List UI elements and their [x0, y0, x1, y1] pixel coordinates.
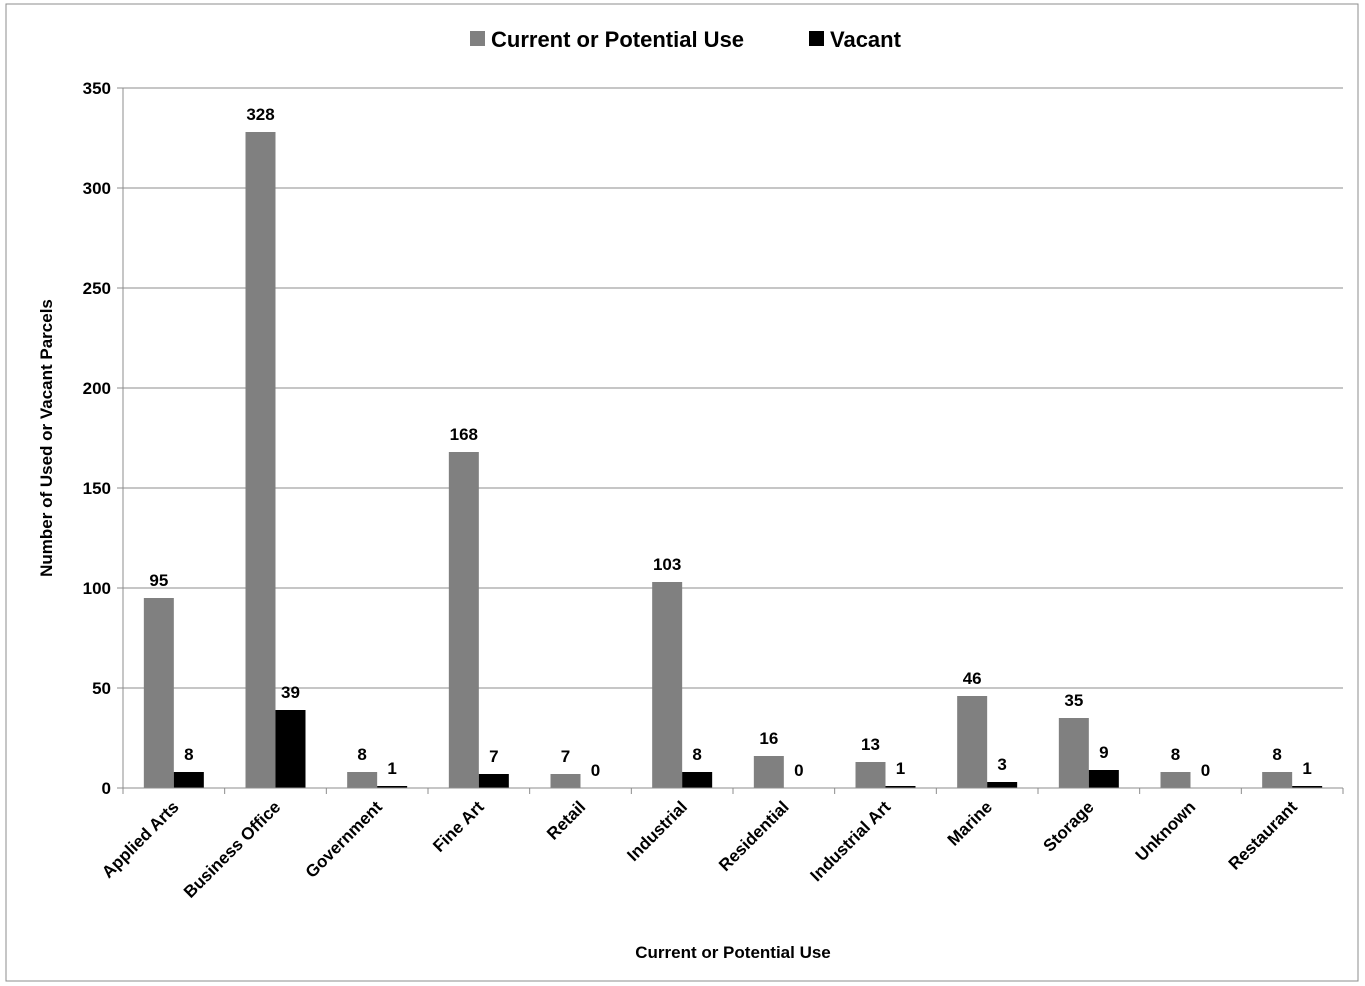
- legend-label-current-or-potential-use: Current or Potential Use: [491, 27, 744, 52]
- data-label-current-or-potential-use-storage: 35: [1064, 691, 1083, 710]
- bar-current-or-potential-use-industrial: [652, 582, 683, 788]
- data-label-current-or-potential-use-unknown: 8: [1171, 745, 1180, 764]
- data-label-current-or-potential-use-restaurant: 8: [1272, 745, 1281, 764]
- y-tick-label-300: 300: [83, 179, 111, 198]
- x-axis-title: Current or Potential Use: [635, 943, 831, 962]
- y-tick-label-50: 50: [92, 679, 111, 698]
- bar-current-or-potential-use-restaurant: [1262, 772, 1293, 788]
- bar-vacant-applied-arts: [173, 772, 204, 788]
- data-label-current-or-potential-use-industrial: 103: [653, 555, 681, 574]
- bar-vacant-government: [377, 786, 408, 788]
- data-label-current-or-potential-use-government: 8: [357, 745, 366, 764]
- bar-current-or-potential-use-marine: [957, 696, 988, 788]
- bar-current-or-potential-use-applied-arts: [143, 598, 174, 788]
- chart-frame: [5, 3, 1359, 982]
- bar-current-or-potential-use-industrial-art: [855, 762, 886, 788]
- bar-current-or-potential-use-storage: [1058, 718, 1089, 788]
- gridlines: [123, 87, 1343, 689]
- bar-current-or-potential-use-business-office: [245, 132, 276, 788]
- data-label-current-or-potential-use-business-office: 328: [246, 105, 274, 124]
- bar-vacant-storage: [1088, 770, 1119, 788]
- bar-current-or-potential-use-fine-art: [448, 452, 479, 788]
- data-label-current-or-potential-use-residential: 16: [759, 729, 778, 748]
- bar-current-or-potential-use-unknown: [1160, 772, 1191, 788]
- data-label-current-or-potential-use-marine: 46: [963, 669, 982, 688]
- data-label-vacant-marine: 3: [997, 755, 1006, 774]
- bar-vacant-fine-art: [478, 774, 509, 788]
- bar-current-or-potential-use-retail: [550, 774, 581, 788]
- data-label-current-or-potential-use-applied-arts: 95: [149, 571, 168, 590]
- data-label-vacant-fine-art: 7: [489, 747, 498, 766]
- legend-swatch-vacant: [809, 31, 824, 46]
- bar-vacant-industrial: [682, 772, 713, 788]
- y-tick-label-150: 150: [83, 479, 111, 498]
- y-axis-title: Number of Used or Vacant Parcels: [37, 299, 56, 577]
- axes: [117, 87, 1344, 794]
- bar-vacant-restaurant: [1292, 786, 1323, 788]
- y-tick-labels: 0 50 100 150 200 250 300 350: [83, 79, 111, 798]
- y-tick-label-200: 200: [83, 379, 111, 398]
- legend: Current or Potential Use Vacant: [470, 27, 902, 52]
- data-label-vacant-retail: 0: [591, 761, 600, 780]
- bar-current-or-potential-use-government: [347, 772, 378, 788]
- bar-vacant-industrial-art: [885, 786, 916, 788]
- data-label-vacant-government: 1: [387, 759, 396, 778]
- bar-vacant-business-office: [275, 710, 306, 788]
- y-tick-label-350: 350: [83, 79, 111, 98]
- bar-vacant-marine: [987, 782, 1018, 788]
- y-tick-label-0: 0: [102, 779, 111, 798]
- data-label-vacant-applied-arts: 8: [184, 745, 193, 764]
- data-label-current-or-potential-use-retail: 7: [561, 747, 570, 766]
- data-label-vacant-storage: 9: [1099, 743, 1108, 762]
- legend-label-vacant: Vacant: [830, 27, 902, 52]
- data-label-current-or-potential-use-industrial-art: 13: [861, 735, 880, 754]
- bars: [143, 132, 1323, 788]
- data-label-vacant-industrial-art: 1: [896, 759, 905, 778]
- data-label-current-or-potential-use-fine-art: 168: [450, 425, 478, 444]
- data-label-vacant-business-office: 39: [281, 683, 300, 702]
- bar-current-or-potential-use-residential: [753, 756, 784, 788]
- data-label-vacant-residential: 0: [794, 761, 803, 780]
- data-label-vacant-unknown: 0: [1201, 761, 1210, 780]
- y-tick-label-100: 100: [83, 579, 111, 598]
- legend-swatch-current-or-potential-use: [470, 31, 485, 46]
- y-tick-label-250: 250: [83, 279, 111, 298]
- data-label-vacant-restaurant: 1: [1302, 759, 1311, 778]
- data-label-vacant-industrial: 8: [692, 745, 701, 764]
